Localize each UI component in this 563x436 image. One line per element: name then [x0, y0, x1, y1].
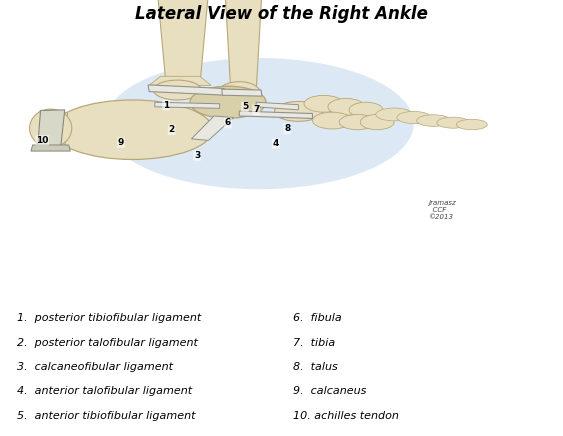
Polygon shape [37, 112, 68, 148]
Text: 4.  anterior talofibular ligament: 4. anterior talofibular ligament [17, 386, 192, 396]
Text: 7: 7 [253, 106, 260, 114]
Text: 6: 6 [225, 119, 231, 127]
Ellipse shape [52, 100, 212, 160]
Polygon shape [225, 0, 262, 92]
Ellipse shape [304, 95, 343, 112]
Text: 5: 5 [242, 102, 248, 111]
Text: 8: 8 [284, 124, 291, 133]
Text: 10: 10 [36, 136, 48, 145]
Ellipse shape [153, 80, 202, 100]
Ellipse shape [312, 112, 352, 129]
Polygon shape [191, 116, 234, 140]
Text: 1.  posterior tibiofibular ligament: 1. posterior tibiofibular ligament [17, 313, 201, 323]
Ellipse shape [376, 108, 412, 121]
Polygon shape [239, 111, 312, 119]
Ellipse shape [360, 114, 394, 129]
Polygon shape [148, 85, 225, 95]
Text: Lateral View of the Right Ankle: Lateral View of the Right Ankle [135, 5, 428, 23]
Ellipse shape [349, 102, 383, 117]
Polygon shape [155, 102, 220, 108]
Text: 2: 2 [168, 125, 175, 134]
Ellipse shape [190, 86, 266, 118]
Text: Jramasz
  CCF
©2013: Jramasz CCF ©2013 [428, 200, 455, 220]
Text: 8.  talus: 8. talus [293, 362, 337, 372]
Text: 2.  posterior talofibular ligament: 2. posterior talofibular ligament [17, 337, 198, 347]
Polygon shape [149, 76, 211, 85]
Text: 3: 3 [194, 151, 200, 160]
Ellipse shape [339, 114, 376, 129]
Ellipse shape [328, 99, 365, 115]
Ellipse shape [437, 117, 470, 128]
Text: 6.  fibula: 6. fibula [293, 313, 342, 323]
Text: 3.  calcaneofibular ligament: 3. calcaneofibular ligament [17, 362, 173, 372]
Polygon shape [38, 110, 65, 146]
Text: 1: 1 [163, 101, 169, 110]
Text: 7.  tibia: 7. tibia [293, 337, 335, 347]
Ellipse shape [218, 82, 261, 105]
Polygon shape [222, 89, 262, 96]
Ellipse shape [104, 58, 414, 189]
Ellipse shape [397, 112, 431, 124]
Text: 5.  anterior tibiofibular ligament: 5. anterior tibiofibular ligament [17, 411, 195, 421]
Text: 9.  calcaneus: 9. calcaneus [293, 386, 366, 396]
Polygon shape [31, 145, 70, 151]
Ellipse shape [275, 102, 323, 121]
Text: 4: 4 [272, 139, 279, 148]
Text: 9: 9 [118, 138, 124, 147]
Text: 10. achilles tendon: 10. achilles tendon [293, 411, 399, 421]
Ellipse shape [456, 119, 488, 130]
Ellipse shape [417, 115, 450, 126]
Ellipse shape [29, 109, 72, 147]
Polygon shape [256, 102, 298, 110]
Polygon shape [158, 0, 208, 85]
